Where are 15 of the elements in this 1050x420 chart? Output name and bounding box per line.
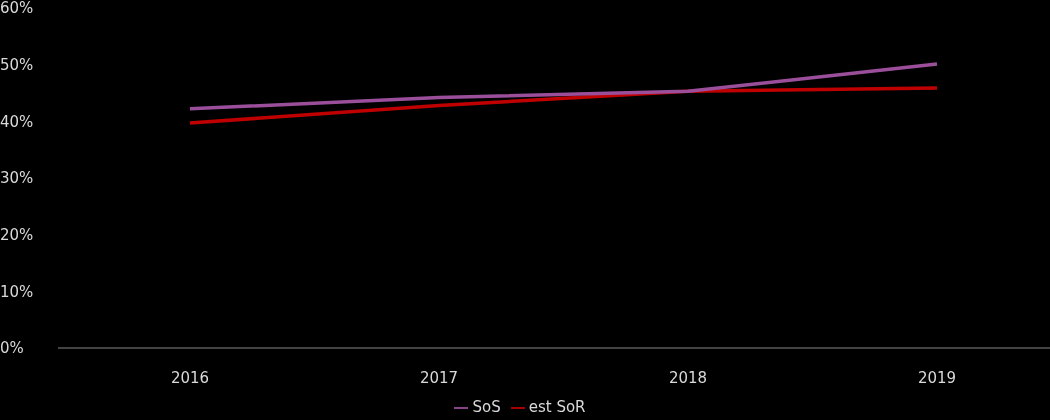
y-tick-label: 20% [0, 225, 34, 244]
legend-label: est SoR [528, 398, 586, 416]
y-tick-label: 10% [0, 282, 34, 301]
y-tick-label: 30% [0, 169, 34, 188]
y-tick-label: 60% [0, 0, 34, 18]
legend-label: SoS [472, 398, 501, 416]
line-series [188, 62, 939, 111]
x-tick-label: 2017 [419, 368, 459, 387]
y-tick-label: 50% [0, 55, 34, 74]
x-tick-label: 2018 [668, 368, 708, 387]
y-tick-label: 0% [0, 339, 24, 358]
y-tick-label: 40% [0, 112, 34, 131]
line-series [188, 86, 939, 125]
x-tick-label: 2016 [170, 368, 210, 387]
x-tick-label: 2019 [917, 368, 957, 387]
